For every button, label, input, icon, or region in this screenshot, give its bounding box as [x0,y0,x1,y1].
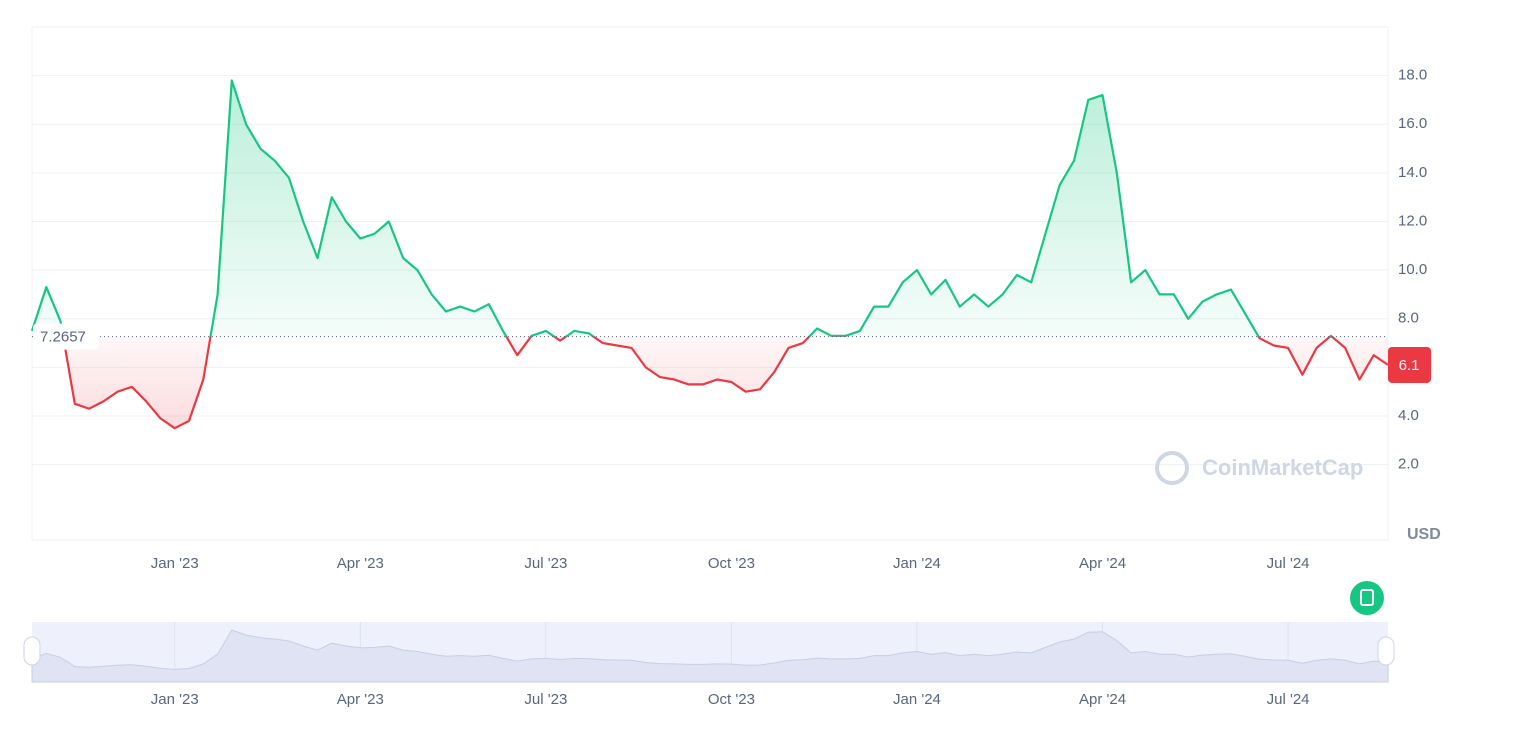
navigator-x-label: Jul '23 [524,691,567,708]
y-tick-label: 2.0 [1398,456,1419,473]
plot-frame [31,26,1389,541]
notes-button[interactable] [1350,581,1384,615]
y-unit: USD [1407,526,1441,543]
y-tick-label: 8.0 [1398,310,1419,327]
y-tick-label: 10.0 [1398,261,1427,278]
navigator-layer [31,622,1389,683]
x-tick-label: Jul '23 [524,555,567,572]
notes-icon[interactable] [1350,581,1384,615]
baseline-label: 7.2657 [40,329,86,346]
notes-glyph [1360,589,1374,606]
x-tick-label: Jan '23 [151,555,199,572]
watermark-logo [1155,451,1189,485]
x-tick-label: Jan '24 [893,555,941,572]
y-tick-label: 18.0 [1398,67,1427,84]
watermark: CoinMarketCap [1155,451,1363,485]
price-area [32,80,1388,429]
area-layer [30,79,1389,430]
navigator-x-label: Jan '23 [151,691,199,708]
x-tick-label: Apr '24 [1079,555,1126,572]
last-price-label: 6.1 [1399,357,1420,374]
navigator-x-label: Oct '23 [708,691,755,708]
navigator-area [31,629,1389,683]
price-line [30,79,1389,430]
y-tick-label: 14.0 [1398,164,1427,181]
y-tick-label: 12.0 [1398,212,1427,229]
navigator-x-label: Jul '24 [1267,691,1310,708]
y-tick-label: 16.0 [1398,115,1427,132]
navigator-x-label: Jan '24 [893,691,941,708]
watermark-text: CoinMarketCap [1202,455,1363,480]
navigator-handle[interactable] [1377,636,1395,666]
baseline-label-box [33,323,99,350]
x-tick-label: Apr '23 [337,555,384,572]
navigator-handle[interactable] [23,636,41,666]
last-price-box [1388,346,1431,383]
y-tick-label: 4.0 [1398,407,1419,424]
navigator-x-label: Apr '23 [337,691,384,708]
x-tick-label: Jul '24 [1267,555,1310,572]
x-tick-label: Oct '23 [708,555,755,572]
navigator-x-label: Apr '24 [1079,691,1126,708]
